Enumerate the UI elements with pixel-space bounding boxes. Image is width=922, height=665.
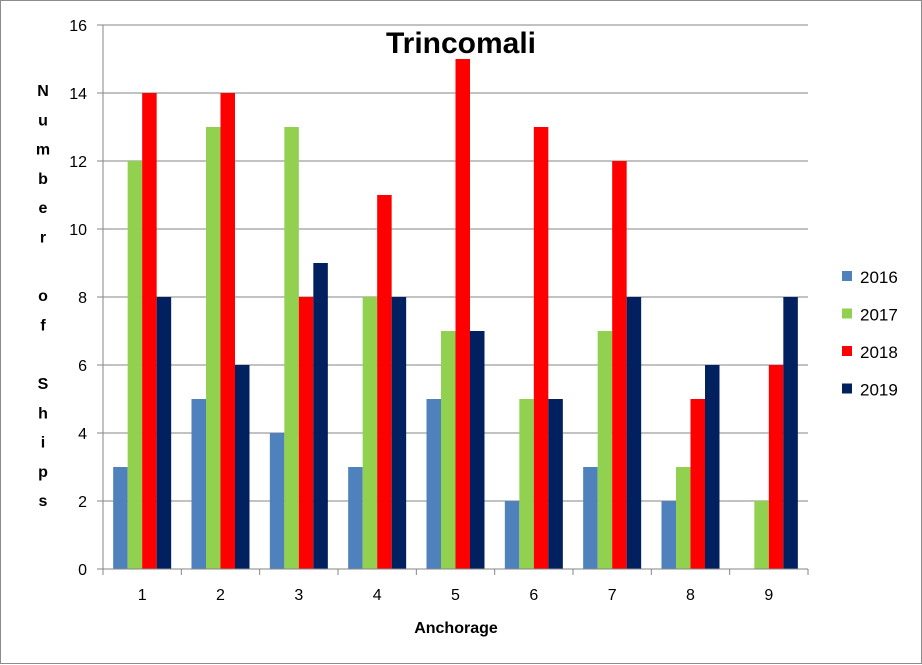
x-tick-label: 2 <box>216 587 225 604</box>
bar-2016-anchorage-6 <box>504 501 520 569</box>
bar-2018-anchorage-1 <box>142 93 157 569</box>
x-tick-label: 1 <box>138 587 147 604</box>
y-tick-label: 2 <box>78 494 87 511</box>
bar-2016-anchorage-4 <box>348 467 363 569</box>
y-axis-title-letter: m <box>36 142 50 159</box>
bar-2016-anchorage-5 <box>426 399 441 569</box>
y-axis-title-letter: p <box>38 464 48 481</box>
bar-2018-anchorage-3 <box>298 297 314 569</box>
y-axis-title-letter: o <box>38 288 48 305</box>
y-axis-title-letter: h <box>38 405 48 422</box>
bar-2016-anchorage-3 <box>269 433 285 569</box>
legend-label: 2016 <box>860 268 898 287</box>
bar-2018-anchorage-6 <box>533 127 549 569</box>
legend-swatch <box>842 271 852 281</box>
y-tick-label: 14 <box>69 86 87 103</box>
bar-2019-anchorage-1 <box>156 297 172 569</box>
y-axis-title-letter: f <box>40 317 46 334</box>
y-axis-title-letter: N <box>37 83 49 100</box>
y-axis-title-letter: s <box>39 493 48 510</box>
legend-swatch <box>842 346 852 356</box>
bar-2017-anchorage-1 <box>127 161 143 569</box>
y-tick-label: 12 <box>69 154 87 171</box>
bar-2016-anchorage-8 <box>661 501 676 569</box>
bar-2016-anchorage-2 <box>191 399 206 569</box>
x-tick-label: 6 <box>529 587 538 604</box>
bar-2017-anchorage-6 <box>519 399 534 569</box>
bar-2019-anchorage-8 <box>705 365 720 569</box>
legend-label: 2017 <box>860 306 898 325</box>
y-axis-title-letter: r <box>40 230 46 247</box>
y-axis-title-letter: u <box>38 112 48 129</box>
bar-2018-anchorage-2 <box>220 93 235 569</box>
x-tick-label: 9 <box>764 587 773 604</box>
bar-2017-anchorage-7 <box>597 331 613 569</box>
bar-2017-anchorage-8 <box>676 467 691 569</box>
legend-label: 2018 <box>860 343 898 362</box>
bar-2019-anchorage-3 <box>313 263 328 569</box>
y-axis-title-letter: e <box>39 200 48 217</box>
y-tick-label: 10 <box>69 222 87 239</box>
x-tick-label: 7 <box>608 587 617 604</box>
bar-2016-anchorage-1 <box>113 467 128 569</box>
axes <box>97 24 809 575</box>
bar-2017-anchorage-3 <box>284 127 299 569</box>
bar-2017-anchorage-2 <box>206 127 221 569</box>
legend-label: 2019 <box>860 381 898 400</box>
x-tick-labels: 1 2 3 4 5 6 7 8 9 <box>138 587 774 604</box>
y-axis-title-letter: i <box>41 435 45 452</box>
bar-2017-anchorage-9 <box>754 501 769 569</box>
bar-2018-anchorage-5 <box>455 59 470 569</box>
y-tick-label: 4 <box>78 426 87 443</box>
bar-2018-anchorage-4 <box>377 195 392 569</box>
bar-2017-anchorage-5 <box>441 331 456 569</box>
bar-2019-anchorage-7 <box>626 297 642 569</box>
bar-2019-anchorage-6 <box>548 399 563 569</box>
x-tick-label: 5 <box>451 587 460 604</box>
y-tick-label: 0 <box>78 562 87 579</box>
y-axis-title-letter: b <box>38 171 48 188</box>
y-tick-label: 16 <box>69 18 87 35</box>
x-tick-label: 3 <box>294 587 303 604</box>
y-tick-label: 8 <box>78 290 87 307</box>
bar-2018-anchorage-7 <box>612 161 627 569</box>
bar-2017-anchorage-4 <box>362 297 378 569</box>
chart-title: Trincomali <box>386 27 536 60</box>
y-tick-labels: 0 2 4 6 8 10 12 14 16 <box>69 18 87 579</box>
bar-2016-anchorage-7 <box>583 467 598 569</box>
y-tick-label: 6 <box>78 358 87 375</box>
bar-2019-anchorage-4 <box>391 297 407 569</box>
legend-swatch <box>842 308 852 319</box>
bar-2019-anchorage-9 <box>783 297 798 569</box>
x-tick-label: 8 <box>686 587 695 604</box>
bars <box>113 59 798 569</box>
x-tick-label: 4 <box>373 587 382 604</box>
bar-2018-anchorage-9 <box>768 365 784 569</box>
bar-2018-anchorage-8 <box>690 399 705 569</box>
legend: 2016 2017 2018 2019 <box>842 268 898 400</box>
y-axis-title-letter: S <box>38 376 49 393</box>
legend-swatch <box>842 383 852 394</box>
bar-2019-anchorage-5 <box>470 331 485 569</box>
bar-2019-anchorage-2 <box>235 365 250 569</box>
x-axis-title: Anchorage <box>414 620 498 637</box>
